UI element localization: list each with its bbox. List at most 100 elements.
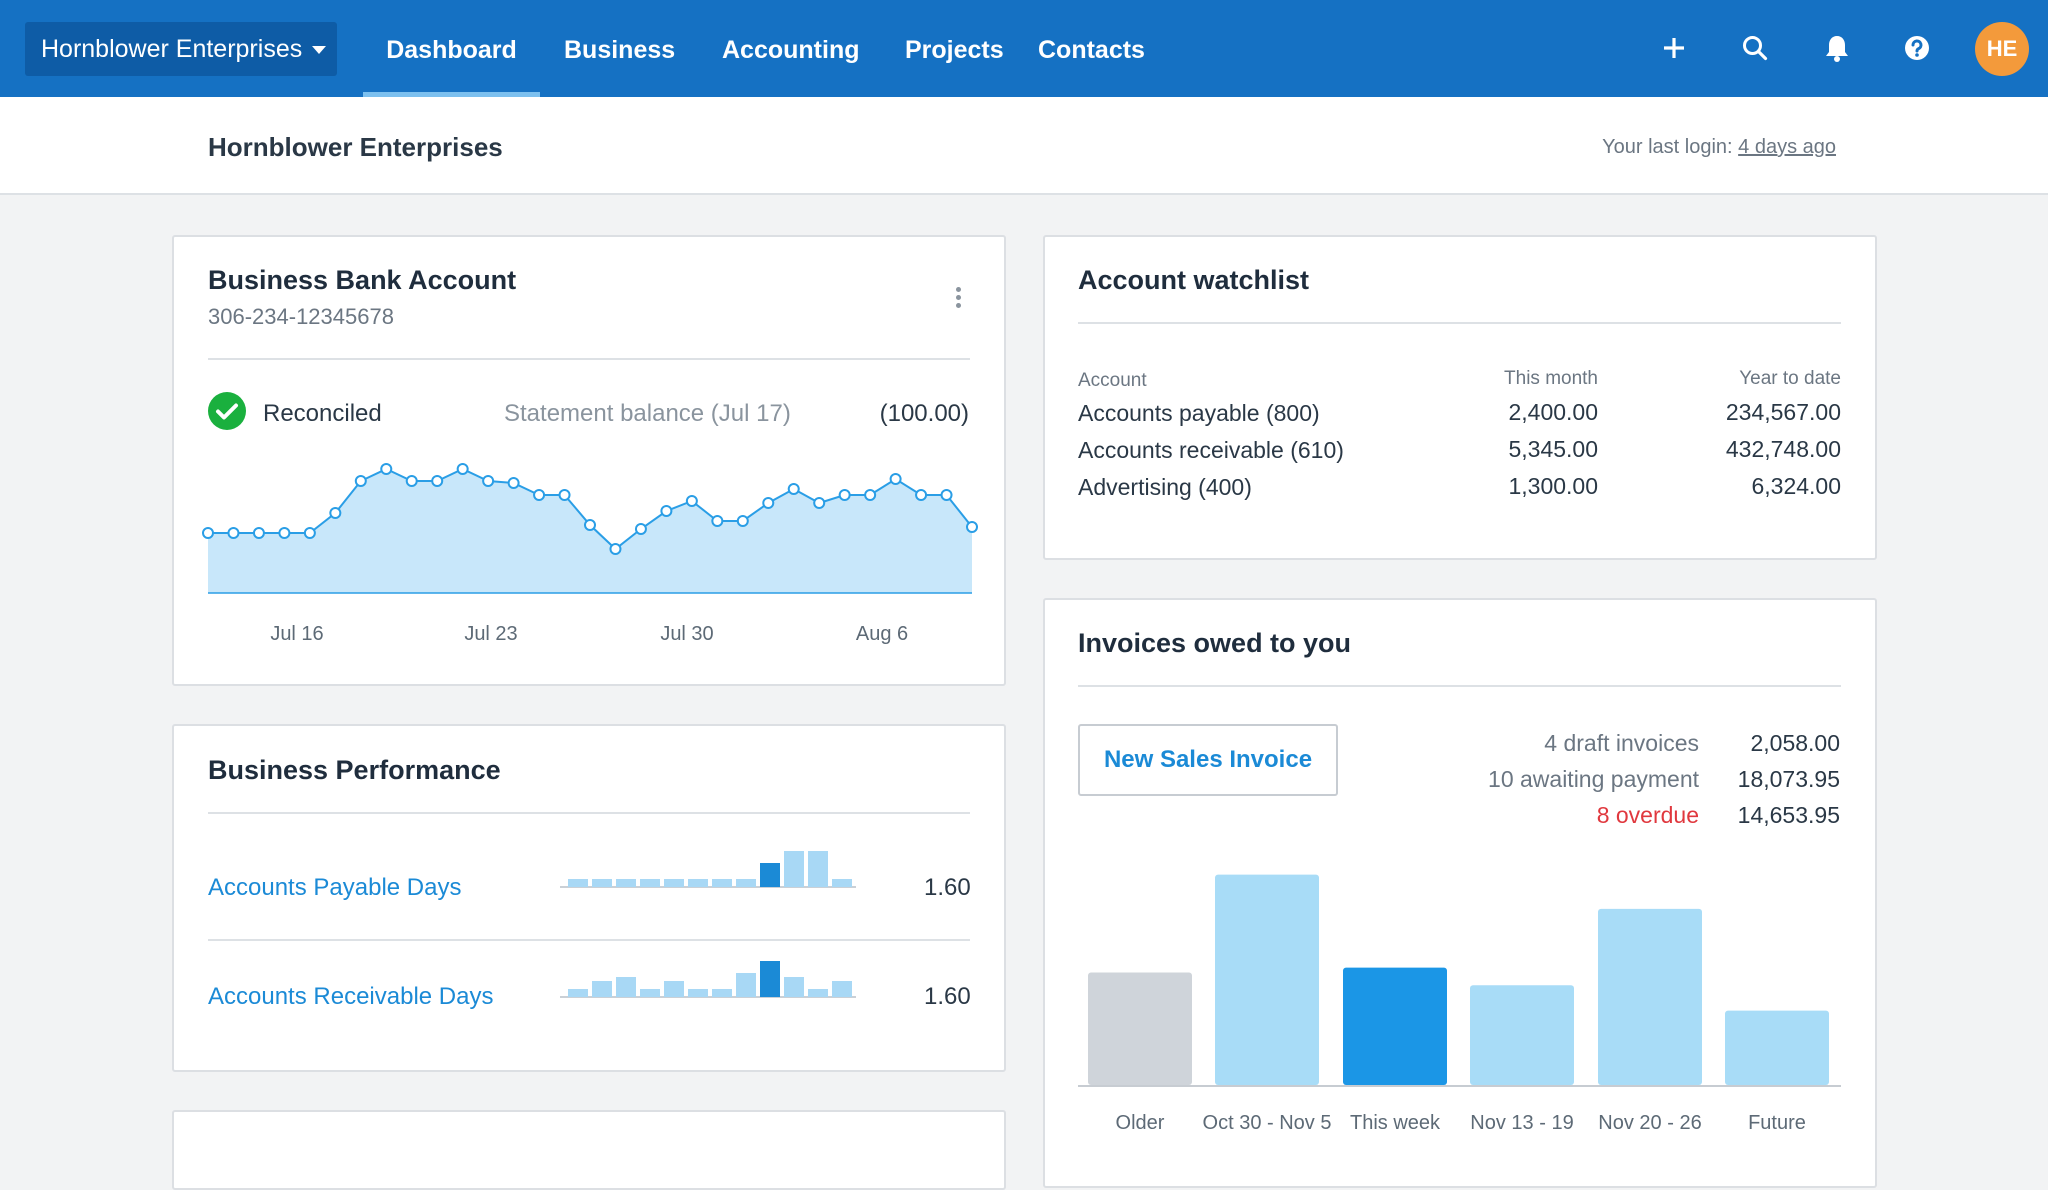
spark-bar	[616, 977, 636, 997]
balance-point[interactable]	[431, 475, 444, 487]
awaiting-payment-value: 18,073.95	[1737, 766, 1840, 792]
watchlist-col-account: Account	[1078, 370, 1147, 391]
account-watchlist-card	[1043, 235, 1877, 560]
tab-projects[interactable]: Projects	[905, 36, 1004, 64]
balance-point[interactable]	[354, 475, 367, 487]
accounts-receivable-days-value: 1.60	[924, 983, 971, 1010]
balance-point[interactable]	[711, 515, 724, 527]
balance-point[interactable]	[584, 519, 596, 531]
watchlist-account[interactable]: Accounts receivable (610)	[1078, 437, 1344, 463]
next-card	[172, 1110, 1006, 1190]
overdue-label[interactable]: 8 overdue	[1596, 802, 1699, 828]
last-login-link[interactable]: 4 days ago	[1738, 136, 1836, 158]
balance-point[interactable]	[533, 489, 546, 501]
x-tick-label: Jul 30	[660, 623, 714, 645]
new-sales-invoice-button[interactable]: New Sales Invoice	[1078, 724, 1338, 796]
avatar[interactable]: HE	[1975, 22, 2029, 76]
spark-bar	[712, 989, 732, 997]
balance-point[interactable]	[838, 489, 851, 501]
balance-point[interactable]	[787, 483, 800, 495]
balance-point[interactable]	[278, 527, 291, 539]
accounts-payable-sparkline	[560, 851, 856, 888]
spark-bar	[592, 981, 612, 997]
tab-dashboard[interactable]: Dashboard	[363, 0, 540, 97]
more-options-icon[interactable]	[950, 284, 966, 312]
page-title: Hornblower Enterprises	[208, 132, 503, 162]
invoice-bar[interactable]	[1725, 1010, 1829, 1085]
spark-bar	[808, 851, 828, 887]
accounts-payable-days-link[interactable]: Accounts Payable Days	[208, 874, 462, 901]
invoice-bar[interactable]	[1470, 985, 1574, 1085]
spark-bar	[760, 863, 780, 887]
bank-balance-chart	[202, 463, 978, 594]
spark-bar	[784, 977, 804, 997]
tab-accounting[interactable]: Accounting	[722, 36, 860, 64]
balance-point[interactable]	[380, 463, 393, 475]
last-login-label: Your last login:	[1602, 136, 1739, 158]
balance-point[interactable]	[609, 543, 622, 555]
balance-point[interactable]	[915, 489, 928, 501]
invoice-category-label: Oct 30 - Nov 5	[1202, 1112, 1332, 1134]
last-login: Your last login: 4 days ago	[1602, 136, 1836, 159]
invoice-bar[interactable]	[1215, 874, 1319, 1085]
x-tick-label: Jul 23	[464, 623, 518, 645]
watchlist-account[interactable]: Accounts payable (800)	[1078, 400, 1320, 426]
balance-point[interactable]	[329, 507, 342, 519]
x-tick-label: Aug 6	[855, 623, 909, 645]
bell-icon[interactable]	[1819, 30, 1855, 66]
tab-business[interactable]: Business	[564, 36, 676, 64]
balance-point[interactable]	[303, 527, 316, 539]
spark-bar	[616, 879, 636, 887]
x-tick-label: Jul 16	[270, 623, 324, 645]
search-icon[interactable]	[1737, 30, 1773, 66]
business-performance-card	[172, 724, 1006, 1072]
accounts-payable-days-value: 1.60	[924, 874, 971, 901]
org-header	[0, 97, 2048, 195]
balance-point[interactable]	[966, 521, 978, 533]
balance-point[interactable]	[456, 463, 469, 475]
balance-point[interactable]	[482, 475, 495, 487]
spark-bar	[592, 879, 612, 887]
spark-bar	[808, 989, 828, 997]
tab-contacts[interactable]: Contacts	[1038, 36, 1145, 64]
balance-point[interactable]	[558, 489, 571, 501]
accounts-receivable-days-link[interactable]: Accounts Receivable Days	[208, 983, 494, 1010]
balance-point[interactable]	[889, 473, 902, 485]
spark-bar	[568, 989, 588, 997]
balance-point[interactable]	[634, 523, 647, 535]
invoice-bar[interactable]	[1598, 908, 1702, 1085]
draft-invoices-label[interactable]: 4 draft invoices	[1544, 730, 1699, 756]
watchlist-account[interactable]: Advertising (400)	[1078, 474, 1252, 500]
balance-point[interactable]	[202, 527, 214, 539]
balance-point[interactable]	[736, 515, 749, 527]
invoice-bar[interactable]	[1343, 967, 1447, 1085]
watchlist-col-ytd: Year to date	[1739, 368, 1841, 389]
account-watchlist-title: Account watchlist	[1078, 265, 1310, 295]
accounts-receivable-sparkline	[560, 961, 856, 998]
org-switcher[interactable]: Hornblower Enterprises	[25, 22, 337, 76]
spark-bar	[664, 981, 684, 997]
bank-account-card	[172, 235, 1006, 686]
balance-point[interactable]	[762, 497, 775, 509]
balance-point[interactable]	[507, 477, 520, 489]
plus-icon[interactable]	[1656, 30, 1692, 66]
balance-point[interactable]	[864, 489, 877, 501]
spark-bar	[736, 879, 756, 887]
invoice-category-label: This week	[1349, 1112, 1441, 1134]
watchlist-ytd: 234,567.00	[1725, 399, 1841, 425]
balance-point[interactable]	[660, 505, 673, 517]
invoice-category-label: Nov 20 - 26	[1598, 1112, 1702, 1134]
bank-account-title: Business Bank Account	[208, 265, 517, 295]
balance-point[interactable]	[405, 475, 418, 487]
balance-point[interactable]	[813, 497, 826, 509]
bank-account-number: 306-234-12345678	[208, 304, 394, 329]
awaiting-payment-label[interactable]: 10 awaiting payment	[1488, 766, 1699, 792]
balance-point[interactable]	[685, 495, 698, 507]
help-icon[interactable]	[1899, 30, 1935, 66]
performance-divider	[208, 812, 970, 814]
statement-balance-label: Statement balance (Jul 17)	[504, 400, 791, 427]
invoice-bar[interactable]	[1088, 972, 1192, 1086]
balance-point[interactable]	[227, 527, 240, 539]
balance-point[interactable]	[252, 527, 265, 539]
balance-point[interactable]	[940, 489, 953, 501]
